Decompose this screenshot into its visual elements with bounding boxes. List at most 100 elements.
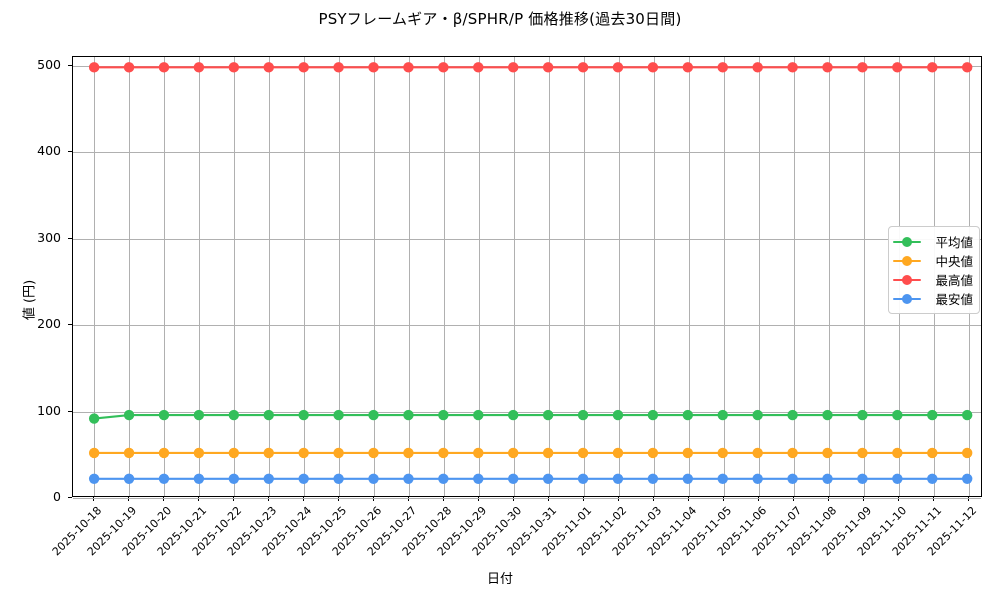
data-point-marker xyxy=(193,447,205,459)
data-point-marker xyxy=(647,473,659,484)
legend-item-中央値[interactable]: 中央値 xyxy=(893,251,973,270)
gridline-vertical xyxy=(549,57,551,496)
y-tick-label-400: 400 xyxy=(37,143,61,159)
y-tick-mark xyxy=(68,324,72,326)
data-point-marker xyxy=(752,447,763,459)
data-point-marker xyxy=(787,62,798,73)
data-point-marker xyxy=(542,447,554,459)
data-point-marker xyxy=(857,447,868,459)
y-tick-label-200: 200 xyxy=(37,316,61,332)
x-tick-mark xyxy=(443,497,445,501)
gridline-vertical xyxy=(94,57,96,496)
gridline-vertical xyxy=(234,57,236,496)
legend-item-最高値[interactable]: 最高値 xyxy=(893,270,973,289)
y-tick-label-100: 100 xyxy=(37,402,61,418)
data-point-marker xyxy=(263,447,274,459)
legend-marker-icon xyxy=(893,236,921,248)
data-point-marker xyxy=(962,447,973,459)
series-最安値 xyxy=(88,473,973,484)
data-point-marker xyxy=(577,62,589,73)
series-line xyxy=(93,414,969,420)
data-point-marker xyxy=(473,447,484,459)
x-tick-mark xyxy=(723,497,725,501)
data-point-marker xyxy=(857,62,868,73)
data-point-marker xyxy=(158,473,170,484)
x-tick-mark xyxy=(163,497,165,501)
data-point-marker xyxy=(508,409,519,421)
data-point-marker xyxy=(752,62,763,73)
gridline-vertical xyxy=(339,57,341,496)
data-point-marker xyxy=(403,62,414,73)
y-tick-mark xyxy=(68,237,72,239)
data-point-marker xyxy=(612,62,624,73)
legend-label: 最高値 xyxy=(935,273,973,288)
x-tick-mark xyxy=(233,497,235,501)
data-point-marker xyxy=(298,62,309,73)
data-point-marker xyxy=(647,447,659,459)
x-tick-mark xyxy=(548,497,550,501)
x-tick-mark xyxy=(653,497,655,501)
y-tick-mark xyxy=(68,410,72,412)
x-tick-mark xyxy=(478,497,480,501)
x-tick-mark xyxy=(793,497,795,501)
x-axis-label: 日付 xyxy=(486,572,513,587)
gridline-vertical xyxy=(689,57,691,496)
gridline-vertical xyxy=(514,57,516,496)
gridline-vertical xyxy=(129,57,131,496)
y-tick-label-300: 300 xyxy=(37,229,61,245)
data-point-marker xyxy=(577,447,589,459)
data-point-marker xyxy=(123,409,135,421)
data-point-marker xyxy=(298,473,309,484)
data-point-marker xyxy=(123,473,135,484)
legend-item-平均値[interactable]: 平均値 xyxy=(893,232,973,251)
data-point-marker xyxy=(333,473,344,484)
data-point-marker xyxy=(542,62,554,73)
data-point-marker xyxy=(368,473,379,484)
data-point-marker xyxy=(647,409,659,421)
data-point-marker xyxy=(927,62,938,73)
legend-item-最安値[interactable]: 最安値 xyxy=(893,289,973,308)
gridline-vertical xyxy=(724,57,726,496)
data-point-marker xyxy=(438,409,449,421)
legend-marker-icon xyxy=(893,293,921,305)
data-point-marker xyxy=(228,473,240,484)
y-tick-label-0: 0 xyxy=(53,489,61,504)
x-tick-mark xyxy=(933,497,935,501)
data-point-marker xyxy=(822,447,833,459)
data-point-marker xyxy=(752,473,763,484)
gridline-vertical xyxy=(829,57,831,496)
chart-legend: 平均値 中央値最高値 最安値 xyxy=(888,226,980,314)
gridline-vertical xyxy=(269,57,271,496)
data-point-marker xyxy=(822,409,833,421)
x-tick-mark xyxy=(758,497,760,501)
data-point-marker xyxy=(508,62,519,73)
data-point-marker xyxy=(298,409,309,421)
x-tick-mark xyxy=(688,497,690,501)
gridline-vertical xyxy=(374,57,376,496)
data-point-marker xyxy=(123,447,135,459)
x-tick-mark xyxy=(618,497,620,501)
data-point-marker xyxy=(333,62,344,73)
gridline-vertical xyxy=(409,57,411,496)
data-point-marker xyxy=(88,62,100,73)
data-point-marker xyxy=(892,409,903,421)
data-point-marker xyxy=(962,62,973,73)
x-tick-mark xyxy=(93,497,95,501)
data-point-marker xyxy=(473,473,484,484)
x-tick-mark xyxy=(408,497,410,501)
legend-marker-icon xyxy=(893,255,921,267)
data-point-marker xyxy=(403,409,414,421)
data-point-marker xyxy=(927,473,938,484)
plot-area xyxy=(72,56,982,499)
data-point-marker xyxy=(368,409,379,421)
data-point-marker xyxy=(577,409,589,421)
data-point-marker xyxy=(787,447,798,459)
data-point-marker xyxy=(717,409,728,421)
y-axis-label: 値 (円) xyxy=(22,279,38,321)
x-tick-mark xyxy=(303,497,305,501)
series-最高値 xyxy=(88,62,973,73)
x-tick-mark xyxy=(338,497,340,501)
data-point-marker xyxy=(822,62,833,73)
x-tick-mark xyxy=(373,497,375,501)
data-point-marker xyxy=(682,473,694,484)
